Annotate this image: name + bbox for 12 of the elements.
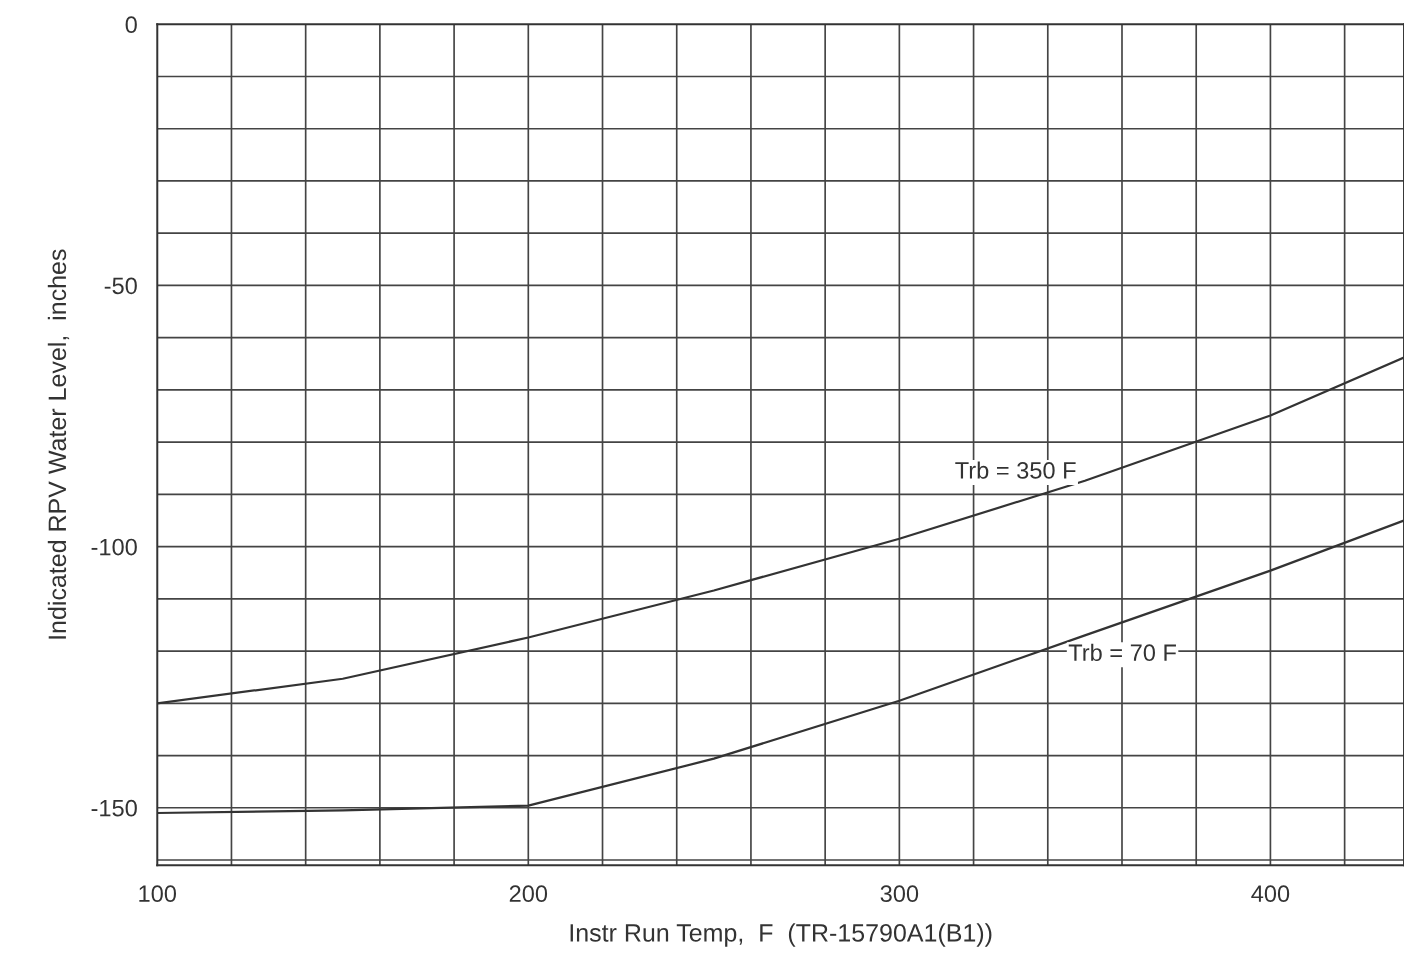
- x-tick-label: 100: [139, 885, 177, 903]
- y-axis-title: Indicated RPV Water Level, inches: [47, 249, 70, 639]
- y-tick-label: -150: [91, 799, 137, 817]
- y-tick-label: -100: [91, 538, 137, 556]
- y-tick-label: -50: [104, 277, 137, 295]
- series-label: Trb = 70 F: [1068, 643, 1176, 662]
- y-tick-label: 0: [125, 16, 137, 34]
- x-tick-label: 300: [880, 885, 919, 903]
- series-label: Trb = 350 F: [955, 461, 1076, 479]
- x-tick-label: 400: [1251, 885, 1290, 903]
- x-tick-label: 200: [509, 885, 548, 903]
- x-axis-title: Instr Run Temp, F (TR-15790A1(B1)): [570, 923, 992, 947]
